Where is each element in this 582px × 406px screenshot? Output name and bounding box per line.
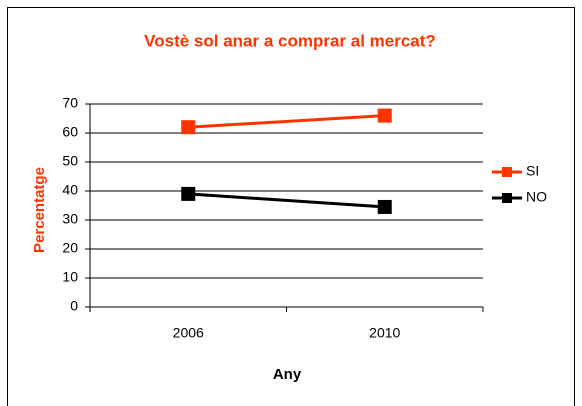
y-tick-label: 40 <box>62 182 78 198</box>
point <box>377 108 392 123</box>
y-tick-label: 20 <box>62 240 78 256</box>
x-tick-label: 2006 <box>173 325 204 341</box>
legend-label: SI <box>526 163 539 179</box>
x-axis-title: Any <box>273 366 302 383</box>
y-axis-title: Percentatge <box>31 167 48 253</box>
point <box>181 120 196 135</box>
y-tick-label: 60 <box>62 124 78 140</box>
y-tick-label: 10 <box>62 269 78 285</box>
point <box>377 199 392 214</box>
chart-title: Vostè sol anar a comprar al mercat? <box>144 31 436 50</box>
point <box>181 186 196 201</box>
y-tick-label: 0 <box>70 298 78 314</box>
y-tick-label: 30 <box>62 211 78 227</box>
chart-frame <box>7 7 575 406</box>
y-tick-label: 50 <box>62 153 78 169</box>
legend-marker <box>502 167 512 177</box>
legend-marker <box>502 193 512 203</box>
series-line <box>188 192 385 209</box>
series-line <box>188 114 385 129</box>
y-tick-label: 70 <box>62 95 78 111</box>
legend-label: NO <box>526 189 547 205</box>
x-tick-label: 2010 <box>369 325 400 341</box>
